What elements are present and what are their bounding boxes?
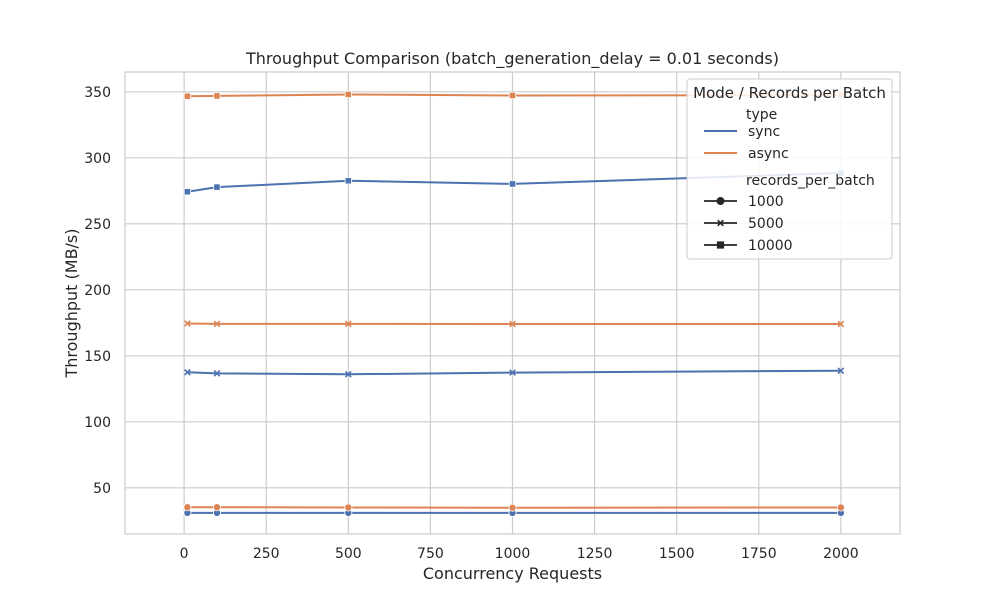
data-point [183,92,191,100]
data-point [508,180,517,188]
y-tick-label: 150 [84,349,111,365]
data-point [509,320,516,328]
x-tick-label: 0 [180,546,189,562]
y-tick-label: 200 [84,283,111,299]
legend: Mode / Records per Batch type sync async r… [686,78,893,260]
data-point [509,369,516,376]
legend-items: sync async records_per_batch 1000 5000 10000 [704,124,875,254]
y-tick-label: 350 [84,85,111,101]
data-point [837,367,845,375]
x-tick-label: 1500 [659,546,695,562]
series-layer [183,90,845,517]
series-line [187,322,841,325]
chart-title: Throughput Comparison (batch_generation_… [245,49,779,69]
data-point [213,320,221,328]
legend-rpb-header: records_per_batch [746,173,875,189]
data-point [344,320,352,328]
data-point [183,188,191,196]
data-point [837,320,845,328]
data-point [508,91,517,100]
data-point [213,369,221,377]
series-async-5000 [184,320,845,328]
x-tick-label: 1250 [577,546,613,562]
legend-title: Mode / Records per Batch [693,84,886,102]
x-tick-label: 1000 [495,546,531,562]
data-point [836,503,845,512]
legend-marker-rpb-10000 [716,241,725,249]
data-point [184,320,191,327]
x-tick-label: 500 [335,546,362,562]
legend-marker-rpb-1000 [716,196,725,205]
legend-box [686,78,893,260]
x-tick-label: 1750 [741,546,777,562]
data-point [508,503,517,512]
series-sync-1000 [183,508,845,517]
legend-type-header: type [746,107,777,123]
data-point [213,92,221,100]
legend-label-sync: sync [748,124,780,140]
data-point [183,503,192,512]
x-tick-label: 750 [417,546,444,562]
series-sync-5000 [184,367,845,378]
legend-label-async: async [748,146,789,162]
data-point [212,503,221,512]
x-tick-label: 2000 [823,546,859,562]
legend-label-rpb-1000: 1000 [748,194,784,210]
y-tick-label: 100 [84,415,111,431]
x-tick-label: 250 [253,546,280,562]
data-point [213,183,221,191]
data-point [184,368,191,376]
legend-label-rpb-10000: 10000 [748,238,793,254]
series-async-1000 [183,503,845,512]
y-axis-label: Throughput (MB/s) [62,228,81,378]
y-tick-label: 250 [84,217,111,233]
data-point [344,503,353,512]
x-axis-label: Concurrency Requests [423,564,602,583]
data-point [344,177,352,185]
y-tick-label: 300 [84,151,111,167]
ticks: 0 250 500 750 1000 1250 1500 1750 2000 50 100 150 20… [84,85,858,562]
legend-marker-rpb-5000 [717,219,724,227]
data-point [344,90,352,99]
data-point [344,370,352,378]
legend-label-rpb-5000: 5000 [748,216,784,232]
y-tick-label: 50 [93,481,111,497]
